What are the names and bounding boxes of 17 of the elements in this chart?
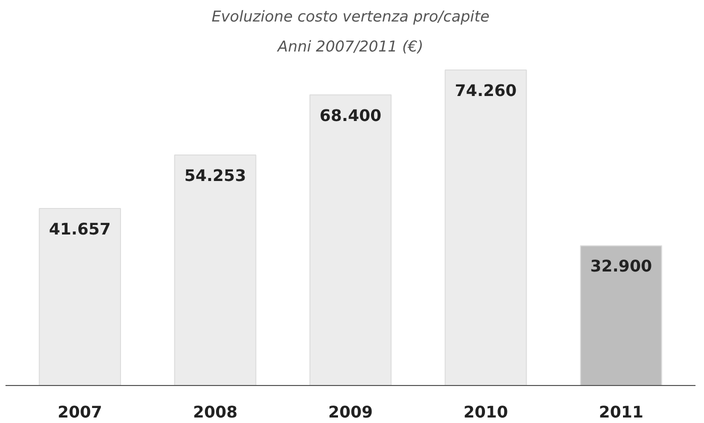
- x-tick-label: 2007: [58, 402, 102, 422]
- data-label: 54.253: [184, 166, 246, 185]
- x-tick-label: 2011: [598, 402, 644, 422]
- bar: [444, 69, 527, 386]
- bar: [309, 94, 392, 386]
- data-label: 32.900: [590, 256, 652, 276]
- x-tick-label: 2009: [328, 402, 373, 422]
- chart-subtitle: Anni 2007/2011 (€): [276, 38, 424, 56]
- x-tick-label: 2008: [192, 402, 238, 422]
- bar: [174, 154, 256, 386]
- x-tick-label: 2010: [464, 402, 508, 422]
- data-label: 41.657: [49, 220, 111, 238]
- bar: [580, 245, 662, 386]
- bar: [38, 208, 121, 386]
- chart-title: Evoluzione costo vertenza pro/capite: [212, 8, 490, 26]
- data-label: 74.260: [454, 80, 517, 100]
- data-label: 68.400: [320, 106, 382, 125]
